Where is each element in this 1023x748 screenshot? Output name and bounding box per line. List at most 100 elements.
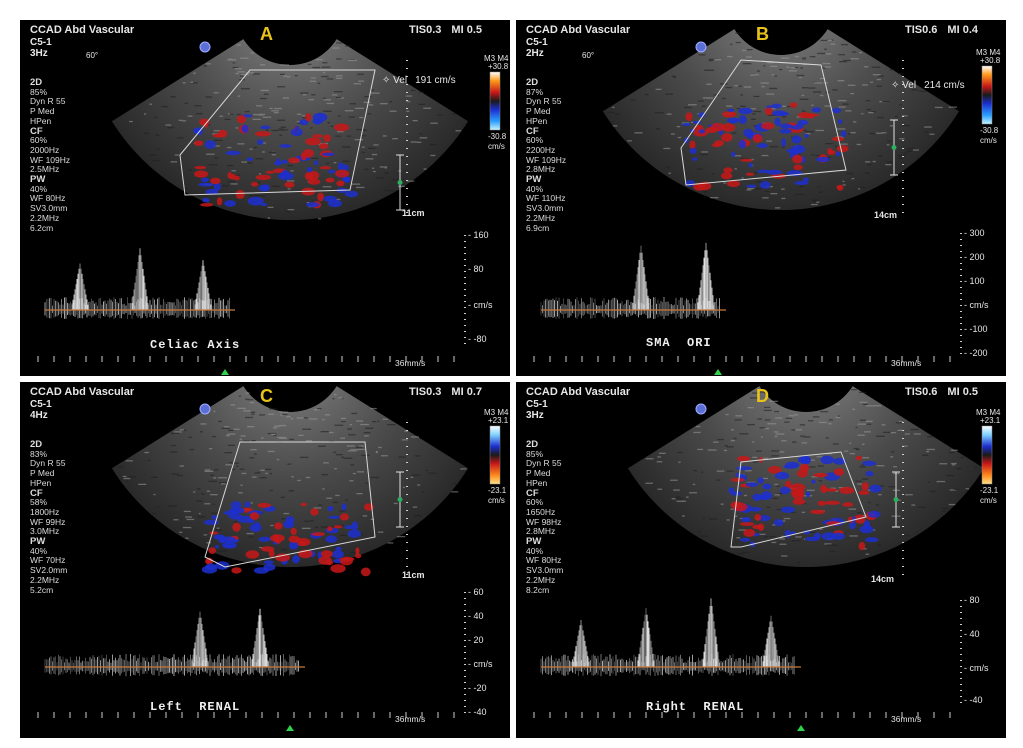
cursor-icon: ✧	[382, 75, 394, 86]
tick-mark: -	[964, 300, 970, 310]
output-indices: TIS0.3 MI 0.7	[409, 386, 482, 398]
spectral-doppler-waveform	[44, 608, 299, 677]
color-bar-max: +30.8	[980, 56, 1001, 65]
color-bar-unit: cm/s	[488, 496, 505, 505]
depth-ruler	[406, 60, 408, 213]
depth-ruler	[406, 422, 408, 575]
sample-gate-marker	[890, 119, 898, 176]
param-2d-line: HPen	[30, 477, 52, 488]
color-box-outline	[730, 451, 867, 548]
velocity-scale-ticks	[464, 592, 466, 713]
tick-mark: -	[964, 228, 970, 238]
color-bar-header: M3 M4	[976, 408, 1001, 417]
param-pw-line: SV3.0mm	[30, 203, 68, 214]
param-cf-line: CF	[30, 487, 43, 499]
ultrasound-display	[37, 386, 501, 731]
velocity-label: Vel	[393, 75, 408, 86]
param-2d-line: P Med	[526, 106, 551, 117]
param-2d-line: 2D	[30, 77, 43, 88]
exam-title: CCAD Abd Vascular	[30, 24, 135, 36]
probe-info: C5-1 2Hz	[526, 37, 548, 59]
scale-value: -200	[969, 348, 988, 358]
scale-label: - 80	[468, 264, 510, 274]
scale-value: 40	[969, 629, 980, 639]
color-scale-bar	[981, 65, 993, 125]
param-2d-line: Dyn R 55	[30, 458, 66, 469]
scale-value: 60	[473, 587, 484, 597]
depth-value: 11cm	[402, 570, 425, 580]
color-scale-bar	[489, 425, 501, 485]
mi-value: MI 0.7	[451, 386, 482, 398]
param-2d-line: 2D	[526, 77, 539, 88]
acquisition-parameters: 2D 85% Dyn R 55 P Med HPen CF 60% 1650Hz WF 98Hz…	[526, 440, 563, 595]
velocity-scale-ticks	[464, 235, 466, 344]
param-cf-line: CF	[30, 125, 43, 137]
sample-gate-marker	[396, 471, 404, 528]
tick-mark: -	[468, 659, 474, 669]
scale-label: - 160	[468, 230, 510, 240]
param-2d-line: P Med	[526, 468, 551, 479]
angle-value: 60°	[86, 51, 99, 60]
mi-value: MI 0.5	[451, 24, 482, 36]
param-cf-line: 1650Hz	[526, 506, 556, 517]
param-pw-line: SV3.0mm	[526, 203, 564, 214]
scale-label: - -40	[468, 707, 510, 717]
exam-title: CCAD Abd Vascular	[526, 24, 631, 36]
tick-mark: -	[468, 334, 474, 344]
param-pw-line: PW	[526, 174, 542, 186]
param-pw-line: 8.2cm	[526, 584, 550, 595]
param-cf-line: CF	[526, 125, 539, 137]
color-box-outline	[179, 69, 376, 196]
panel-letter: B	[756, 24, 769, 44]
angle-value: 60°	[582, 51, 595, 60]
param-pw-line: 2.2MHz	[526, 574, 556, 585]
probe-name: C5-1	[526, 399, 548, 410]
velocity-readout: ✧ Vel 214 cm/s	[891, 80, 965, 91]
output-indices: TIS0.6 MI 0.5	[905, 386, 978, 398]
cursor-icon: ✧	[891, 80, 903, 91]
vessel-label: Left RENAL	[150, 700, 241, 714]
scale-label: - -20	[468, 683, 510, 693]
param-pw-line: 2.2MHz	[30, 212, 60, 223]
vessel-label: Right RENAL	[646, 700, 745, 714]
param-2d-line: P Med	[30, 468, 55, 479]
scale-label: - 80	[964, 595, 1006, 605]
panel-d: CCAD Abd Vascular C5-1 3Hz TIS0.6 MI 0.5 D 2D 8…	[516, 382, 1006, 738]
depth-ruler	[902, 422, 904, 575]
exam-title: CCAD Abd Vascular	[526, 386, 631, 398]
frame-rate: 2Hz	[526, 48, 544, 59]
panel-b: CCAD Abd Vascular C5-1 2Hz 60° TIS0.6 MI 0.4 B…	[516, 20, 1006, 376]
scale-value: 160	[473, 230, 489, 240]
tis-value: TIS0.3	[409, 386, 442, 398]
color-doppler-overlay	[193, 112, 359, 209]
color-doppler-overlay	[681, 102, 849, 191]
tick-mark: -	[964, 276, 970, 286]
color-scale-bar	[489, 71, 501, 131]
tick-mark: -	[468, 683, 474, 693]
tis-value: TIS0.6	[905, 24, 938, 36]
scale-value: cm/s	[473, 300, 493, 310]
triangle-up-icon	[714, 369, 722, 375]
ultrasound-sector	[111, 39, 469, 221]
scale-value: 200	[969, 252, 985, 262]
scale-label: - 200	[964, 252, 1006, 262]
color-bar-min: -23.1	[488, 486, 507, 495]
param-2d-line: Dyn R 55	[526, 458, 562, 469]
color-scale-bar	[981, 425, 993, 485]
time-ruler	[37, 712, 455, 718]
param-pw-line: 2.2MHz	[30, 574, 60, 585]
frame-rate: 4Hz	[30, 410, 48, 421]
triangle-up-icon	[221, 369, 229, 375]
ultrasound-display	[533, 29, 993, 375]
scale-label: - 60	[468, 587, 510, 597]
param-2d-line: Dyn R 55	[526, 96, 562, 107]
param-cf-line: 2.5MHz	[30, 164, 60, 175]
color-bar-min: -30.8	[980, 126, 999, 135]
exam-title: CCAD Abd Vascular	[30, 386, 135, 398]
tick-mark: -	[468, 587, 474, 597]
sweep-speed: 36mm/s	[891, 714, 922, 724]
param-cf-line: 58%	[30, 497, 48, 508]
scale-value: -40	[473, 707, 487, 717]
tis-value: TIS0.3	[409, 24, 442, 36]
color-bar-unit: cm/s	[980, 136, 997, 145]
